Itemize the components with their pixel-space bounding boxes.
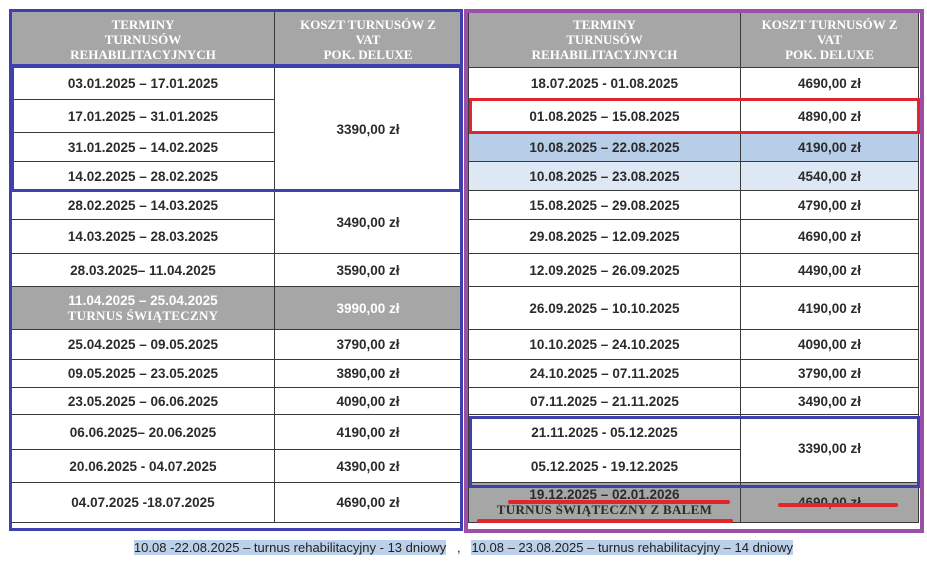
- left-date-cell: 23.05.2025 – 06.06.2025: [11, 387, 275, 415]
- strike-line-subtitle: [477, 519, 733, 523]
- right-date-cell: 01.08.2025 – 15.08.2025: [468, 99, 741, 134]
- right-price-cell: 4790,00 zł: [740, 190, 919, 220]
- left-date-cell: 14.02.2025 – 28.02.2025: [11, 161, 275, 191]
- left-header-cost-line3: POK. DELUXE: [323, 47, 413, 62]
- left-price-cell: 4690,00 zł: [274, 482, 462, 523]
- left-price-cell: 3790,00 zł: [274, 329, 462, 360]
- right-price-cell: 4090,00 zł: [740, 329, 919, 360]
- left-header-terms-line1: TERMINY: [111, 17, 175, 32]
- right-date-cell: 21.11.2025 - 05.12.2025: [468, 414, 741, 450]
- right-price-cell: 4890,00 zł: [740, 99, 919, 134]
- left-holiday-date: 11.04.2025 – 25.04.2025: [68, 292, 218, 308]
- right-date-cell: 29.08.2025 – 12.09.2025: [468, 219, 741, 254]
- footer-note-14day: 10.08 – 23.08.2025 – turnus rehabilitacy…: [471, 540, 794, 555]
- strike-line-price: [778, 503, 898, 507]
- strike-line-date: [508, 500, 730, 504]
- left-merged-price-cell: 3390,00 zł: [274, 67, 462, 191]
- left-price-cell: 4090,00 zł: [274, 387, 462, 415]
- right-date-cell: 24.10.2025 – 07.11.2025: [468, 359, 741, 388]
- left-date-cell: 04.07.2025 -18.07.2025: [11, 482, 275, 523]
- right-date-cell: 07.11.2025 – 21.11.2025: [468, 387, 741, 415]
- left-date-cell: 28.03.2025– 11.04.2025: [11, 253, 275, 287]
- left-price-table: TERMINY TURNUSÓW REHABILITACYJNYCH KOSZT…: [11, 11, 462, 523]
- right-header-terms-line1: TERMINY: [573, 17, 636, 32]
- left-header-terms-line2: TURNUSÓW: [104, 32, 182, 47]
- right-header-cost-line1: KOSZT TURNUSÓW Z: [761, 17, 898, 32]
- right-header-terms-line2: TURNUSÓW: [566, 32, 643, 47]
- right-date-cell: 12.09.2025 – 26.09.2025: [468, 253, 741, 287]
- right-date-cell: 18.07.2025 - 01.08.2025: [468, 67, 741, 100]
- right-date-cell: 05.12.2025 - 19.12.2025: [468, 449, 741, 483]
- right-date-cell: 10.08.2025 – 22.08.2025: [468, 133, 741, 162]
- left-header-cost-line1: KOSZT TURNUSÓW Z: [300, 17, 436, 32]
- left-header-terms: TERMINY TURNUSÓW REHABILITACYJNYCH: [11, 11, 275, 68]
- right-price-cell: 4190,00 zł: [740, 133, 919, 162]
- right-cancelled-date: 19.12.2025 – 02.01.2026: [529, 487, 680, 502]
- left-holiday-price-cell: 3990,00 zł: [274, 286, 462, 330]
- left-date-cell: 06.06.2025– 20.06.2025: [11, 414, 275, 450]
- footer-separator: ,: [456, 540, 461, 555]
- left-date-cell: 09.05.2025 – 23.05.2025: [11, 359, 275, 388]
- left-price-cell: 3590,00 zł: [274, 253, 462, 287]
- right-header-terms: TERMINY TURNUSÓW REHABILITACYJNYCH: [468, 11, 741, 68]
- right-header-terms-line3: REHABILITACYJNYCH: [531, 47, 678, 62]
- left-date-cell: 28.02.2025 – 14.03.2025: [11, 190, 275, 220]
- footer-note-13day: 10.08 -22.08.2025 – turnus rehabilitacyj…: [133, 540, 447, 555]
- left-holiday-date-cell: 11.04.2025 – 25.04.2025 TURNUS ŚWIĄTECZN…: [11, 286, 275, 330]
- footer-note: 10.08 -22.08.2025 – turnus rehabilitacyj…: [0, 540, 927, 555]
- left-price-cell: 3890,00 zł: [274, 359, 462, 388]
- left-date-cell: 25.04.2025 – 09.05.2025: [11, 329, 275, 360]
- left-date-cell: 14.03.2025 – 28.03.2025: [11, 219, 275, 254]
- right-date-cell: 10.08.2025 – 23.08.2025: [468, 161, 741, 191]
- left-date-cell: 03.01.2025 – 17.01.2025: [11, 67, 275, 100]
- right-header-cost-line3: POK. DELUXE: [785, 47, 874, 62]
- right-date-cell: 26.09.2025 – 10.10.2025: [468, 286, 741, 330]
- right-price-cell: 4540,00 zł: [740, 161, 919, 191]
- left-date-cell: 20.06.2025 - 04.07.2025: [11, 449, 275, 483]
- right-price-cell: 4490,00 zł: [740, 253, 919, 287]
- right-cancelled-price-cell: 4690,00 zł: [740, 482, 919, 523]
- left-header-terms-line3: REHABILITACYJNYCH: [70, 47, 216, 62]
- right-date-cell: 15.08.2025 – 29.08.2025: [468, 190, 741, 220]
- right-price-cell: 4690,00 zł: [740, 219, 919, 254]
- right-price-cell: 3490,00 zł: [740, 387, 919, 415]
- left-header-cost: KOSZT TURNUSÓW Z VAT POK. DELUXE: [274, 11, 462, 68]
- right-price-cell: 4190,00 zł: [740, 286, 919, 330]
- right-price-cell: 4690,00 zł: [740, 67, 919, 100]
- left-price-cell: 4390,00 zł: [274, 449, 462, 483]
- left-holiday-label: TURNUS ŚWIĄTECZNY: [67, 307, 219, 323]
- right-price-cell: 3790,00 zł: [740, 359, 919, 388]
- right-merged-price-cell: 3390,00 zł: [740, 414, 919, 483]
- left-header-cost-line2: VAT: [355, 32, 381, 47]
- right-price-table: TERMINY TURNUSÓW REHABILITACYJNYCH KOSZT…: [468, 11, 919, 523]
- right-date-cell: 10.10.2025 – 24.10.2025: [468, 329, 741, 360]
- right-header-cost-line2: VAT: [817, 32, 842, 47]
- right-cancelled-label: TURNUS ŚWIĄTECZNY Z BALEM: [496, 502, 713, 517]
- right-header-cost: KOSZT TURNUSÓW Z VAT POK. DELUXE: [740, 11, 919, 68]
- left-date-cell: 31.01.2025 – 14.02.2025: [11, 132, 275, 162]
- left-date-cell: 17.01.2025 – 31.01.2025: [11, 99, 275, 133]
- left-merged-price-cell: 3490,00 zł: [274, 190, 462, 254]
- left-price-cell: 4190,00 zł: [274, 414, 462, 450]
